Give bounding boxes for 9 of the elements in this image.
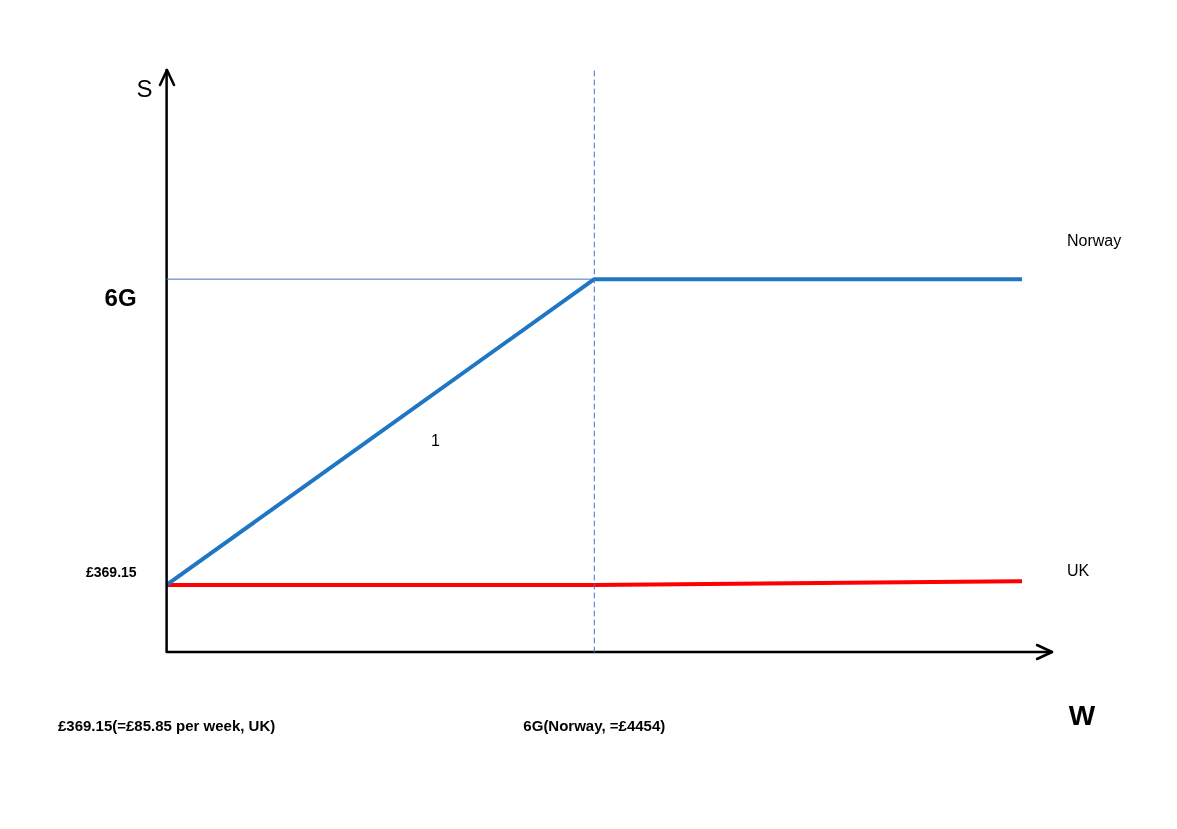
x-axis-title: W <box>1068 699 1096 731</box>
text: 6G <box>104 283 137 311</box>
text: S <box>136 74 153 102</box>
annotation: 1 <box>431 432 441 450</box>
text: UK <box>1067 561 1090 579</box>
x-tick-label: £369.15(=£85.85 per week, UK) <box>57 717 276 735</box>
x-tick-label: 6G(Norway, =£4454) <box>523 717 666 735</box>
text: £369.15 <box>86 563 137 580</box>
text: Norway <box>1067 231 1122 249</box>
